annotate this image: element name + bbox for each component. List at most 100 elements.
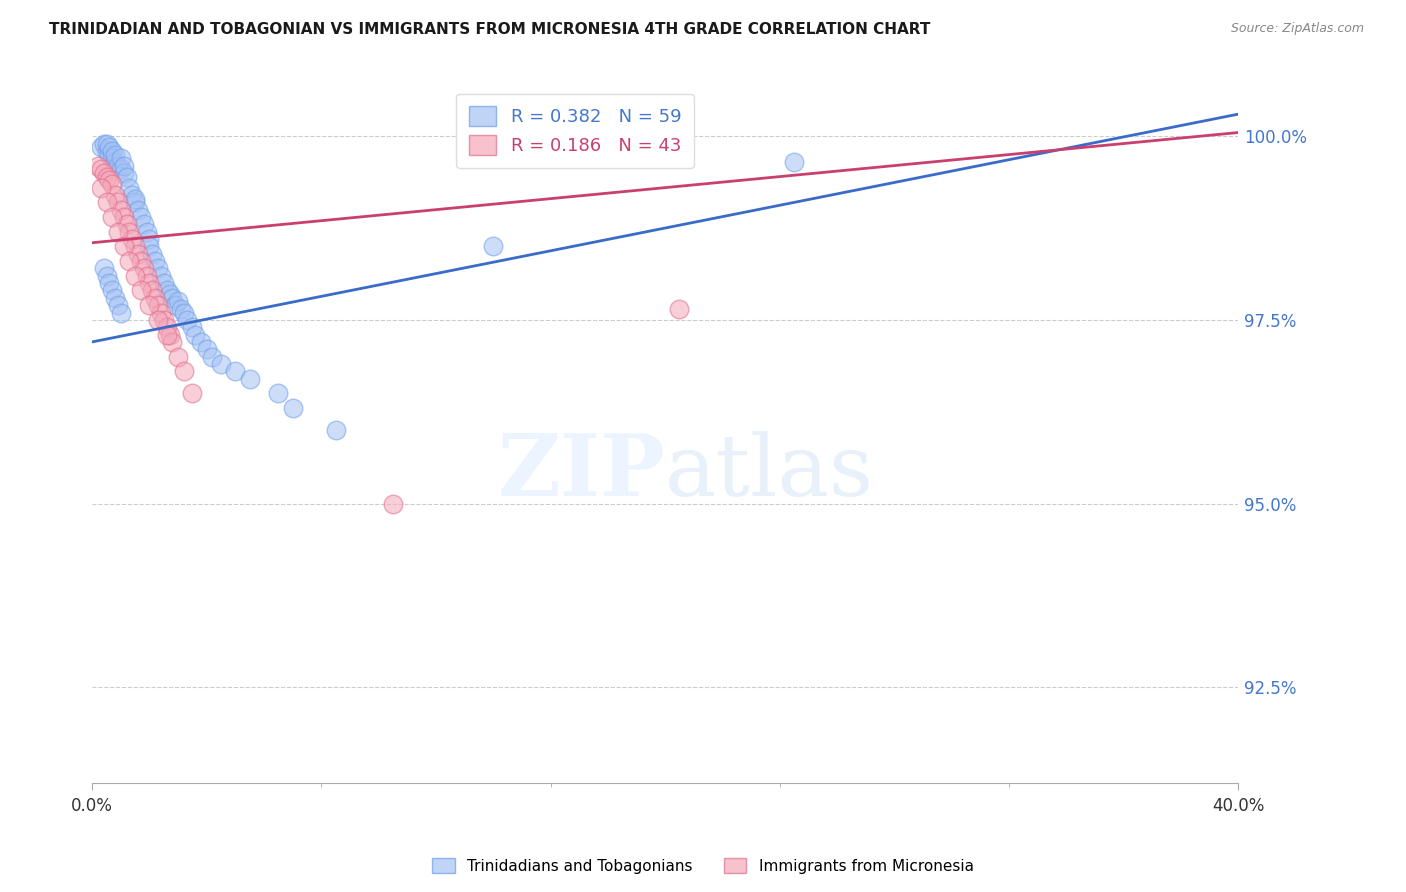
- Point: [783, 155, 806, 169]
- Point: [93, 136, 115, 151]
- Point: [96, 169, 118, 184]
- Point: [149, 268, 172, 283]
- Point: [239, 371, 262, 385]
- Point: [101, 151, 124, 165]
- Point: [143, 254, 166, 268]
- Point: [110, 202, 132, 217]
- Point: [96, 144, 118, 158]
- Point: [118, 180, 141, 194]
- Point: [90, 162, 112, 177]
- Point: [201, 350, 224, 364]
- Point: [195, 343, 218, 357]
- Point: [96, 136, 118, 151]
- Point: [162, 334, 184, 349]
- Point: [124, 195, 146, 210]
- Point: [98, 276, 121, 290]
- Point: [281, 401, 304, 415]
- Point: [156, 327, 179, 342]
- Point: [112, 159, 135, 173]
- Point: [138, 276, 160, 290]
- Point: [101, 284, 124, 298]
- Point: [101, 177, 124, 191]
- Point: [156, 320, 179, 334]
- Point: [104, 155, 127, 169]
- Point: [159, 287, 181, 301]
- Point: [135, 268, 157, 283]
- Legend: R = 0.382   N = 59, R = 0.186   N = 43: R = 0.382 N = 59, R = 0.186 N = 43: [457, 94, 695, 168]
- Point: [146, 298, 169, 312]
- Point: [176, 313, 198, 327]
- Point: [98, 147, 121, 161]
- Point: [96, 195, 118, 210]
- Point: [181, 386, 204, 401]
- Point: [181, 320, 204, 334]
- Point: [267, 386, 290, 401]
- Point: [209, 357, 232, 371]
- Legend: Trinidadians and Tobagonians, Immigrants from Micronesia: Trinidadians and Tobagonians, Immigrants…: [426, 852, 980, 880]
- Point: [93, 166, 115, 180]
- Point: [482, 239, 505, 253]
- Point: [96, 268, 118, 283]
- Point: [138, 298, 160, 312]
- Point: [118, 254, 141, 268]
- Point: [93, 261, 115, 276]
- Point: [165, 298, 187, 312]
- Point: [141, 246, 163, 260]
- Point: [107, 159, 129, 173]
- Point: [107, 225, 129, 239]
- Point: [124, 192, 146, 206]
- Point: [107, 298, 129, 312]
- Point: [382, 496, 405, 510]
- Point: [173, 305, 195, 319]
- Point: [104, 291, 127, 305]
- Point: [98, 173, 121, 187]
- Point: [162, 291, 184, 305]
- Point: [146, 261, 169, 276]
- Point: [115, 169, 138, 184]
- Point: [112, 210, 135, 224]
- Point: [143, 291, 166, 305]
- Point: [115, 218, 138, 232]
- Point: [124, 239, 146, 253]
- Point: [668, 301, 690, 316]
- Point: [190, 334, 212, 349]
- Point: [129, 210, 152, 224]
- Point: [173, 364, 195, 378]
- Point: [90, 140, 112, 154]
- Point: [184, 327, 207, 342]
- Point: [132, 218, 155, 232]
- Text: Source: ZipAtlas.com: Source: ZipAtlas.com: [1230, 22, 1364, 36]
- Text: ZIP: ZIP: [498, 430, 665, 515]
- Point: [121, 232, 143, 246]
- Point: [87, 159, 110, 173]
- Point: [224, 364, 246, 378]
- Point: [138, 232, 160, 246]
- Point: [129, 254, 152, 268]
- Point: [121, 188, 143, 202]
- Point: [170, 301, 193, 316]
- Point: [112, 166, 135, 180]
- Point: [98, 140, 121, 154]
- Point: [132, 261, 155, 276]
- Point: [118, 225, 141, 239]
- Point: [101, 144, 124, 158]
- Point: [167, 294, 190, 309]
- Point: [110, 151, 132, 165]
- Point: [152, 313, 174, 327]
- Point: [156, 284, 179, 298]
- Point: [159, 327, 181, 342]
- Point: [110, 305, 132, 319]
- Point: [141, 284, 163, 298]
- Point: [167, 350, 190, 364]
- Point: [146, 313, 169, 327]
- Point: [107, 195, 129, 210]
- Point: [135, 225, 157, 239]
- Point: [152, 276, 174, 290]
- Point: [325, 423, 347, 437]
- Point: [127, 202, 149, 217]
- Point: [138, 239, 160, 253]
- Point: [104, 188, 127, 202]
- Point: [104, 147, 127, 161]
- Text: TRINIDADIAN AND TOBAGONIAN VS IMMIGRANTS FROM MICRONESIA 4TH GRADE CORRELATION C: TRINIDADIAN AND TOBAGONIAN VS IMMIGRANTS…: [49, 22, 931, 37]
- Text: atlas: atlas: [665, 431, 875, 514]
